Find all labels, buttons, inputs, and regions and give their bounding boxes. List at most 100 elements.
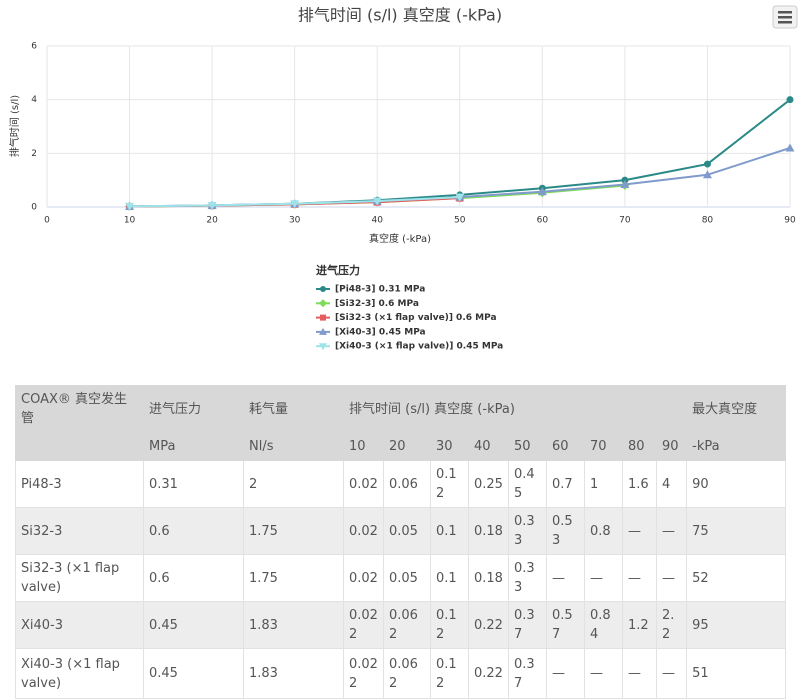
table-cell: — bbox=[655, 648, 688, 699]
table-cell: 75 bbox=[686, 507, 787, 555]
legend-label: [Xi40-3 (×1 flap valve)] 0.45 MPa bbox=[335, 342, 503, 352]
table-cell: 2 bbox=[243, 460, 344, 508]
table-row: COAX® 真空发生管 进气压力 耗气量 排气时间 (s/l) 真空度 (-kPa) 最… bbox=[15, 385, 787, 433]
table-cell: 0.45 bbox=[143, 648, 244, 699]
table-cell: 1.75 bbox=[243, 554, 344, 602]
table-cell: 0.12 bbox=[430, 648, 469, 699]
marker bbox=[320, 286, 326, 292]
x-tick-label: 30 bbox=[289, 216, 301, 226]
table-cell: 1.6 bbox=[622, 460, 657, 508]
marker bbox=[785, 143, 795, 152]
table-cell: -kPa bbox=[686, 432, 787, 461]
marker bbox=[207, 201, 217, 210]
table-cell: — bbox=[584, 648, 623, 699]
table-cell: 0.02 bbox=[343, 507, 384, 555]
chart-title: 排气时间 (s/l) 真空度 (-kPa) bbox=[298, 6, 502, 25]
table-cell: 0.53 bbox=[546, 507, 585, 555]
table-cell: 10 bbox=[343, 432, 384, 461]
table-cell: 0.45 bbox=[508, 460, 547, 508]
table-cell: Xi40-3 (×1 flap valve) bbox=[15, 648, 144, 699]
table-row: MPa Nl/s 10 20 30 40 50 60 70 80 90 -kPa bbox=[15, 432, 787, 461]
table-cell: 1 bbox=[584, 460, 623, 508]
x-tick-label: 50 bbox=[454, 216, 466, 226]
table-cell: 0.7 bbox=[546, 460, 585, 508]
table-cell: 0.05 bbox=[383, 554, 431, 602]
menu-bar bbox=[778, 21, 792, 24]
table-cell: 0.02 bbox=[343, 554, 384, 602]
marker bbox=[702, 170, 712, 179]
marker bbox=[125, 202, 135, 211]
table-cell: 90 bbox=[655, 432, 688, 461]
y-axis-label: 排气时间 (s/l) bbox=[8, 95, 21, 157]
menu-bar bbox=[778, 16, 792, 19]
table-cell: COAX® 真空发生管 bbox=[15, 385, 144, 433]
table-cell: 排气时间 (s/l) 真空度 (-kPa) bbox=[342, 385, 688, 433]
table-cell: 0.22 bbox=[468, 648, 509, 699]
table-cell: 0.1 bbox=[430, 554, 469, 602]
legend-title: 进气压力 bbox=[316, 263, 360, 277]
table-cell: — bbox=[655, 554, 688, 602]
marker bbox=[319, 327, 327, 335]
table-cell: 2.2 bbox=[655, 601, 688, 649]
x-tick-label: 90 bbox=[784, 216, 796, 226]
table-cell: Si32-3 (×1 flap valve) bbox=[15, 554, 144, 602]
marker bbox=[703, 160, 711, 168]
table-cell: 0.022 bbox=[343, 648, 384, 699]
table-cell: 1.2 bbox=[622, 601, 657, 649]
x-axis-label: 真空度 (-kPa) bbox=[369, 232, 431, 245]
x-tick-label: 0 bbox=[44, 216, 50, 226]
table-cell: — bbox=[622, 507, 657, 555]
table-cell: 95 bbox=[686, 601, 787, 649]
table-cell: 0.06 bbox=[383, 460, 431, 508]
table-cell: — bbox=[546, 554, 585, 602]
table-row: Pi48-3 0.31 2 0.02 0.06 0.12 0.25 0.45 0.7 1 1.6 4 9… bbox=[15, 460, 787, 508]
marker bbox=[620, 179, 630, 188]
marker bbox=[290, 200, 300, 209]
marker bbox=[537, 187, 547, 196]
table-cell: 0.18 bbox=[468, 507, 509, 555]
table-cell: 51 bbox=[686, 648, 787, 699]
table-cell: 0.1 bbox=[430, 507, 469, 555]
table-cell: Xi40-3 bbox=[15, 601, 144, 649]
table-cell: 52 bbox=[686, 554, 787, 602]
y-tick-label: 2 bbox=[31, 149, 37, 159]
table-cell: 0.062 bbox=[383, 601, 431, 649]
x-tick-label: 80 bbox=[702, 216, 714, 226]
table-cell: 0.12 bbox=[430, 601, 469, 649]
table-cell: 0.6 bbox=[143, 554, 244, 602]
table-cell: 80 bbox=[622, 432, 657, 461]
table-cell: 0.37 bbox=[508, 648, 547, 699]
legend-label: [Si32-3] 0.6 MPa bbox=[335, 299, 419, 309]
table-row: Si32-3 0.6 1.75 0.02 0.05 0.1 0.18 0.33 0.53 0.8—… bbox=[15, 507, 787, 555]
table-cell: 0.45 bbox=[143, 601, 244, 649]
table-cell: 0.8 bbox=[584, 507, 623, 555]
table-cell: 0.33 bbox=[508, 507, 547, 555]
table-cell: 1.83 bbox=[243, 601, 344, 649]
page: 排气时间 (s/l) 真空度 (-kPa) 真空度 (-kPa) 排气时间 (s… bbox=[8, 5, 798, 699]
x-tick-label: 60 bbox=[537, 216, 549, 226]
table-cell: 0.22 bbox=[468, 601, 509, 649]
table-cell: 50 bbox=[508, 432, 547, 461]
x-tick-label: 10 bbox=[124, 216, 136, 226]
table-cell: 耗气量 bbox=[243, 385, 344, 433]
x-tick-label: 70 bbox=[619, 216, 631, 226]
table-cell: 40 bbox=[468, 432, 509, 461]
menu-button[interactable] bbox=[772, 5, 798, 29]
table-cell: — bbox=[655, 507, 688, 555]
table-cell: Si32-3 bbox=[15, 507, 144, 555]
table-cell: 90 bbox=[686, 460, 787, 508]
marker bbox=[786, 96, 794, 104]
y-tick-label: 4 bbox=[31, 95, 37, 105]
table-cell: 30 bbox=[430, 432, 469, 461]
marker bbox=[319, 299, 327, 308]
table-cell: 进气压力 bbox=[143, 385, 244, 433]
legend-label: [Xi40-3] 0.45 MPa bbox=[335, 327, 426, 337]
table-row: Xi40-3 0.45 1.83 0.022 0.062 0.12 0.22 0.37 0.57… bbox=[15, 601, 787, 649]
table-cell: 4 bbox=[655, 460, 688, 508]
table-cell: 1.75 bbox=[243, 507, 344, 555]
table-cell: 0.31 bbox=[143, 460, 244, 508]
y-tick-label: 6 bbox=[31, 42, 37, 52]
x-tick-label: 40 bbox=[371, 216, 383, 226]
table-cell: 1.83 bbox=[243, 648, 344, 699]
table-cell: 0.18 bbox=[468, 554, 509, 602]
